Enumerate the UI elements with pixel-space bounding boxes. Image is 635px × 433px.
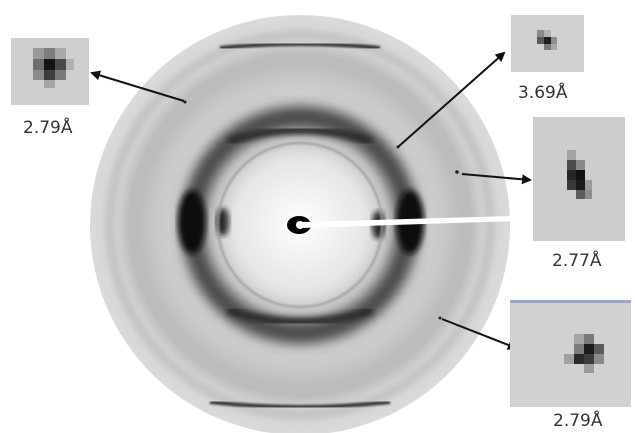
arrow-top-right [397, 51, 506, 148]
outer-ring-2 [129, 54, 471, 396]
arrow-bottom-right [441, 318, 518, 350]
spot-top-left [183, 100, 187, 104]
outer-ring-1 [105, 30, 495, 420]
inset-bottom-right [510, 300, 631, 407]
arrow-right [461, 173, 532, 185]
inset-label-bottom-right: 2.79Å [553, 411, 603, 431]
beamstop-arm [302, 216, 515, 228]
arrows [90, 51, 532, 350]
spot-bottom-right [438, 316, 442, 320]
bottom-ring-arc [226, 306, 374, 326]
inset-top-left [11, 38, 89, 105]
inset-top-right [511, 15, 584, 72]
inset-label-top-right: 3.69Å [518, 83, 568, 103]
inset-label-top-left: 2.79Å [23, 118, 73, 138]
inset-label-right: 2.77Å [552, 251, 602, 271]
arrow-top-left [90, 70, 185, 102]
bottom-dark-arc [209, 400, 391, 409]
inset-right [533, 117, 625, 241]
left-lobe [178, 190, 206, 254]
top-dark-arc [219, 42, 381, 50]
spot-right [455, 170, 459, 174]
top-ring-arc [226, 126, 374, 146]
diffraction-pattern [90, 15, 515, 433]
